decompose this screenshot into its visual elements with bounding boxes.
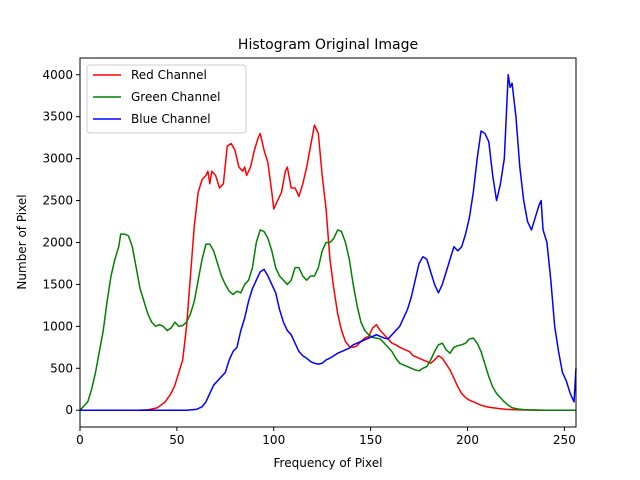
series-line-red-channel (80, 124, 576, 411)
x-tick-label: 150 (359, 433, 382, 447)
legend: Red Channel Green Channel Blue Channel (86, 64, 247, 134)
x-axis-label: Frequency of Pixel (274, 456, 383, 470)
y-tick-label: 4000 (42, 68, 73, 82)
chart-title: Histogram Original Image (238, 37, 418, 53)
x-tick-label: 0 (76, 433, 84, 447)
plot-lines (79, 74, 577, 411)
x-tick-label: 100 (262, 433, 285, 447)
legend-label: Blue Channel (131, 112, 211, 126)
y-axis-label: Number of Pixel (15, 194, 29, 289)
x-tick-label: 200 (456, 433, 479, 447)
series-line-green-channel (79, 229, 576, 411)
y-axis-ticks: 0 500 1000 1500 2000 2500 3000 3500 4000 (42, 68, 80, 417)
y-tick-label: 2000 (42, 236, 73, 250)
legend-label: Green Channel (131, 90, 220, 104)
legend-label: Red Channel (131, 68, 207, 82)
x-axis-ticks: 0 50 100 150 200 250 (76, 427, 576, 447)
legend-box (86, 64, 247, 134)
x-tick-label: 50 (169, 433, 184, 447)
y-tick-label: 3500 (42, 110, 73, 124)
y-tick-label: 500 (50, 361, 73, 375)
y-tick-label: 2500 (42, 194, 73, 208)
x-tick-label: 250 (553, 433, 576, 447)
y-tick-label: 1000 (42, 319, 73, 333)
y-tick-label: 3000 (42, 152, 73, 166)
series-line-blue-channel (80, 74, 577, 411)
y-tick-label: 1500 (42, 277, 73, 291)
y-tick-label: 0 (65, 403, 73, 417)
